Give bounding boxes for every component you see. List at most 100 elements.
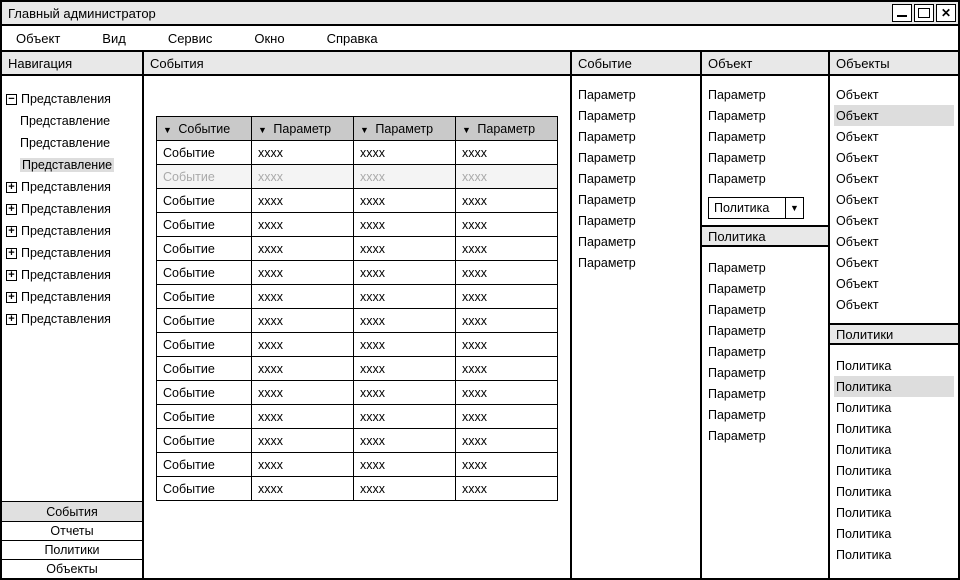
table-cell: xxxx — [456, 333, 558, 357]
policy-item[interactable]: Политика — [836, 439, 952, 460]
table-row[interactable]: Событиеxxxxxxxxxxxx — [157, 285, 558, 309]
table-row[interactable]: Событиеxxxxxxxxxxxx — [157, 309, 558, 333]
nav-tab[interactable]: События — [2, 502, 142, 521]
policy-item[interactable]: Политика — [836, 460, 952, 481]
menu-item[interactable]: Объект — [16, 31, 60, 46]
tree-item-label: Представление — [20, 136, 110, 150]
expand-icon[interactable]: + — [6, 204, 17, 215]
table-cell: xxxx — [252, 213, 354, 237]
table-cell: xxxx — [456, 309, 558, 333]
policy-item[interactable]: Политика — [836, 418, 952, 439]
table-cell: xxxx — [252, 237, 354, 261]
close-button[interactable] — [936, 4, 956, 22]
tree-item[interactable]: +Представления — [6, 308, 138, 330]
table-cell: Событие — [157, 429, 252, 453]
policy-item[interactable]: Политика — [836, 544, 952, 565]
param-item: Параметр — [708, 425, 822, 446]
table-row[interactable]: Событиеxxxxxxxxxxxx — [157, 189, 558, 213]
minimize-button[interactable] — [892, 4, 912, 22]
table-cell: xxxx — [354, 477, 456, 501]
menu-item[interactable]: Вид — [102, 31, 126, 46]
object-item[interactable]: Объект — [836, 168, 952, 189]
table-row[interactable]: Событиеxxxxxxxxxxxx — [157, 453, 558, 477]
policy-item[interactable]: Политика — [836, 355, 952, 376]
tree-item[interactable]: +Представления — [6, 176, 138, 198]
table-row[interactable]: Событиеxxxxxxxxxxxx — [157, 141, 558, 165]
object-item[interactable]: Объект — [836, 84, 952, 105]
column-header[interactable]: ▼ Параметр — [354, 117, 456, 141]
nav-tree: −ПредставленияПредставлениеПредставление… — [2, 76, 142, 501]
collapse-icon[interactable]: − — [6, 94, 17, 105]
expand-icon[interactable]: + — [6, 314, 17, 325]
column-header[interactable]: ▼ Параметр — [252, 117, 354, 141]
policy-item[interactable]: Политика — [836, 523, 952, 544]
policy-item[interactable]: Политика — [836, 481, 952, 502]
expand-icon[interactable]: + — [6, 270, 17, 281]
nav-tab[interactable]: Объекты — [2, 559, 142, 578]
table-cell: xxxx — [456, 261, 558, 285]
expand-icon[interactable]: + — [6, 292, 17, 303]
tree-item[interactable]: +Представления — [6, 242, 138, 264]
objects-list: ОбъектОбъектОбъектОбъектОбъектОбъектОбъе… — [830, 76, 958, 323]
tree-item[interactable]: +Представления — [6, 286, 138, 308]
menu-item[interactable]: Сервис — [168, 31, 213, 46]
param-item: Параметр — [708, 168, 822, 189]
table-row[interactable]: Событиеxxxxxxxxxxxx — [157, 405, 558, 429]
table-cell: Событие — [157, 189, 252, 213]
object-item[interactable]: Объект — [836, 126, 952, 147]
table-row[interactable]: Событиеxxxxxxxxxxxx — [157, 357, 558, 381]
tree-item[interactable]: Представление — [6, 154, 138, 176]
tree-item[interactable]: +Представления — [6, 264, 138, 286]
column-header[interactable]: ▼ Событие — [157, 117, 252, 141]
titlebar: Главный администратор — [2, 2, 958, 26]
tree-item[interactable]: Представление — [6, 132, 138, 154]
object-item[interactable]: Объект — [836, 210, 952, 231]
table-cell: xxxx — [252, 381, 354, 405]
policy-item[interactable]: Политика — [836, 502, 952, 523]
object-item[interactable]: Объект — [834, 105, 954, 126]
object-item[interactable]: Объект — [836, 273, 952, 294]
table-row[interactable]: Событиеxxxxxxxxxxxx — [157, 477, 558, 501]
tree-item[interactable]: −Представления — [6, 88, 138, 110]
table-row[interactable]: Событиеxxxxxxxxxxxx — [157, 213, 558, 237]
expand-icon[interactable]: + — [6, 182, 17, 193]
object-item[interactable]: Объект — [836, 189, 952, 210]
tree-item[interactable]: + Представления — [6, 198, 138, 220]
maximize-button[interactable] — [914, 4, 934, 22]
tree-item[interactable]: Представление — [6, 110, 138, 132]
table-cell: xxxx — [252, 357, 354, 381]
table-row[interactable]: Событиеxxxxxxxxxxxx — [157, 261, 558, 285]
table-cell: xxxx — [456, 237, 558, 261]
event-panel-header: Событие — [572, 52, 700, 76]
sort-icon: ▼ — [163, 125, 172, 135]
table-row[interactable]: Событиеxxxxxxxxxxxx — [157, 237, 558, 261]
menu-item[interactable]: Справка — [327, 31, 378, 46]
policy-dropdown[interactable]: Политика ▼ — [708, 197, 804, 219]
table-row[interactable]: Событиеxxxxxxxxxxxx — [157, 429, 558, 453]
table-cell: xxxx — [456, 405, 558, 429]
object-item[interactable]: Объект — [836, 294, 952, 315]
tree-item-label: Представление — [20, 158, 114, 172]
expand-icon[interactable]: + — [6, 248, 17, 259]
table-cell: xxxx — [252, 309, 354, 333]
column-header[interactable]: ▼ Параметр — [456, 117, 558, 141]
tree-item-label: Представление — [20, 114, 110, 128]
nav-tab[interactable]: Политики — [2, 540, 142, 559]
table-row[interactable]: Событиеxxxxxxxxxxxx — [157, 381, 558, 405]
object-item[interactable]: Объект — [836, 147, 952, 168]
expand-icon[interactable]: + — [6, 226, 17, 237]
policy-item[interactable]: Политика — [836, 397, 952, 418]
param-item: Параметр — [708, 320, 822, 341]
object-item[interactable]: Объект — [836, 231, 952, 252]
menu-item[interactable]: Окно — [254, 31, 284, 46]
events-header: События — [144, 52, 570, 76]
object-item[interactable]: Объект — [836, 252, 952, 273]
policy-item[interactable]: Политика — [834, 376, 954, 397]
table-row[interactable]: Событиеxxxxxxxxxxxx — [157, 333, 558, 357]
param-item: Параметр — [578, 147, 694, 168]
nav-tab[interactable]: Отчеты — [2, 521, 142, 540]
table-cell: xxxx — [354, 309, 456, 333]
tree-item-label: Представления — [21, 202, 111, 216]
table-row[interactable]: Событиеxxxxxxxxxxxx — [157, 165, 558, 189]
tree-item[interactable]: +Представления — [6, 220, 138, 242]
